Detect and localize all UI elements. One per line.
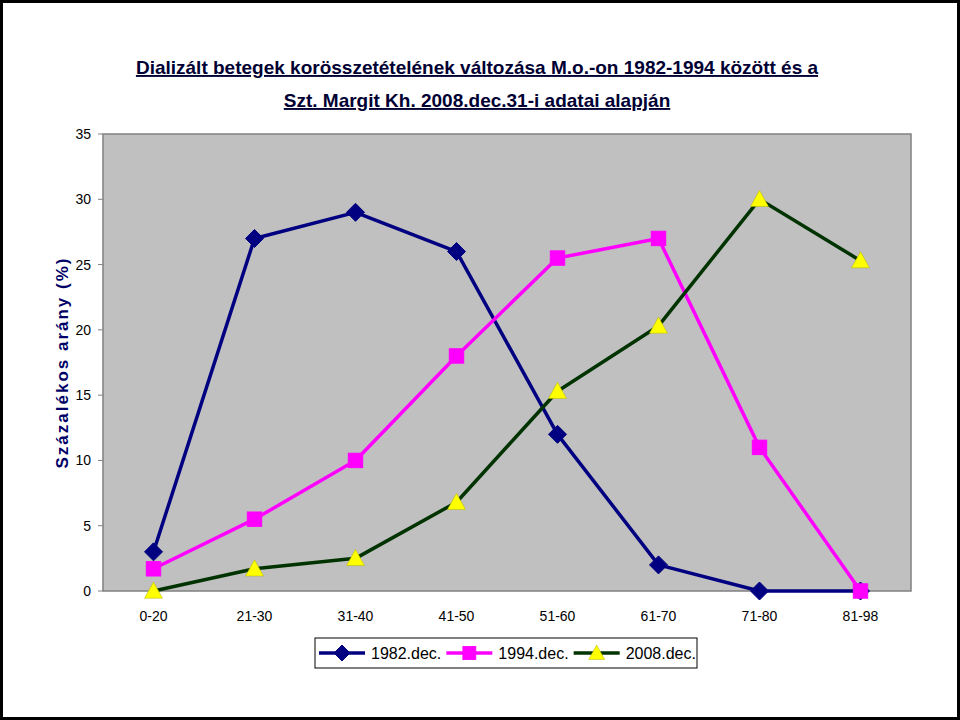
legend: 1982.dec. 1994.dec. 2008.dec. xyxy=(315,638,697,668)
x-tick-label: 81-98 xyxy=(843,608,879,624)
series-line xyxy=(154,212,861,591)
data-point xyxy=(247,512,261,526)
y-tick xyxy=(98,591,103,592)
y-tick xyxy=(98,460,103,461)
y-tick-label: 0 xyxy=(83,583,91,599)
y-tick-label: 5 xyxy=(83,518,91,534)
data-point xyxy=(549,382,567,398)
data-point xyxy=(146,562,160,576)
y-tick xyxy=(98,199,103,200)
y-tick-label: 20 xyxy=(75,322,91,338)
title: Szt. Margit Kh. 2008.dec.31-i adatai ala… xyxy=(284,90,670,111)
data-point xyxy=(651,231,665,245)
data-point xyxy=(751,582,769,600)
y-tick-label: 30 xyxy=(75,191,91,207)
x-tick-label: 51-60 xyxy=(540,608,576,624)
y-tick xyxy=(98,264,103,265)
data-point xyxy=(650,317,668,333)
legend-box xyxy=(315,638,697,668)
data-point xyxy=(852,582,870,600)
x-tick-label: 0-20 xyxy=(139,608,167,624)
legend-marker xyxy=(589,645,605,659)
data-point xyxy=(751,190,769,206)
chart: Dializált betegek korösszetételének vált… xyxy=(0,0,960,720)
frame xyxy=(2,2,959,719)
x-tick-label: 41-50 xyxy=(439,608,475,624)
legend-label: 1982.dec. xyxy=(371,645,441,662)
y-tick xyxy=(98,395,103,396)
legend-label: 2008.dec. xyxy=(626,645,696,662)
y-tick xyxy=(98,525,103,526)
plot-area xyxy=(103,134,911,591)
title: Dializált betegek korösszetételének vált… xyxy=(136,57,819,78)
data-point xyxy=(448,493,466,509)
y-tick-label: 10 xyxy=(75,452,91,468)
y-tick-label: 15 xyxy=(75,387,91,403)
data-point xyxy=(145,543,163,561)
data-point xyxy=(852,252,870,268)
data-point xyxy=(448,243,466,261)
legend-label: 1994.dec. xyxy=(498,645,568,662)
x-tick-label: 61-70 xyxy=(641,608,677,624)
x-tick-label: 31-40 xyxy=(338,608,374,624)
data-point xyxy=(246,229,264,247)
y-tick xyxy=(98,134,103,135)
data-point xyxy=(246,560,264,576)
data-point xyxy=(650,556,668,574)
x-tick-label: 21-30 xyxy=(237,608,273,624)
legend-marker xyxy=(463,647,476,660)
series-group xyxy=(145,190,870,600)
y-tick-label: 25 xyxy=(75,257,91,273)
data-point xyxy=(549,425,567,443)
y-axis-label: Százalékos arány (%) xyxy=(53,257,72,469)
legend-marker xyxy=(334,645,350,661)
y-tick xyxy=(98,329,103,330)
data-point xyxy=(348,453,362,467)
data-point xyxy=(550,251,564,265)
data-point xyxy=(145,582,163,598)
series-line xyxy=(154,238,861,591)
series-line xyxy=(154,199,861,591)
data-point xyxy=(853,584,867,598)
x-tick-label: 71-80 xyxy=(742,608,778,624)
data-point xyxy=(347,549,365,565)
data-point xyxy=(347,203,365,221)
data-point xyxy=(449,349,463,363)
y-tick-label: 35 xyxy=(75,126,91,142)
data-point xyxy=(752,440,766,454)
